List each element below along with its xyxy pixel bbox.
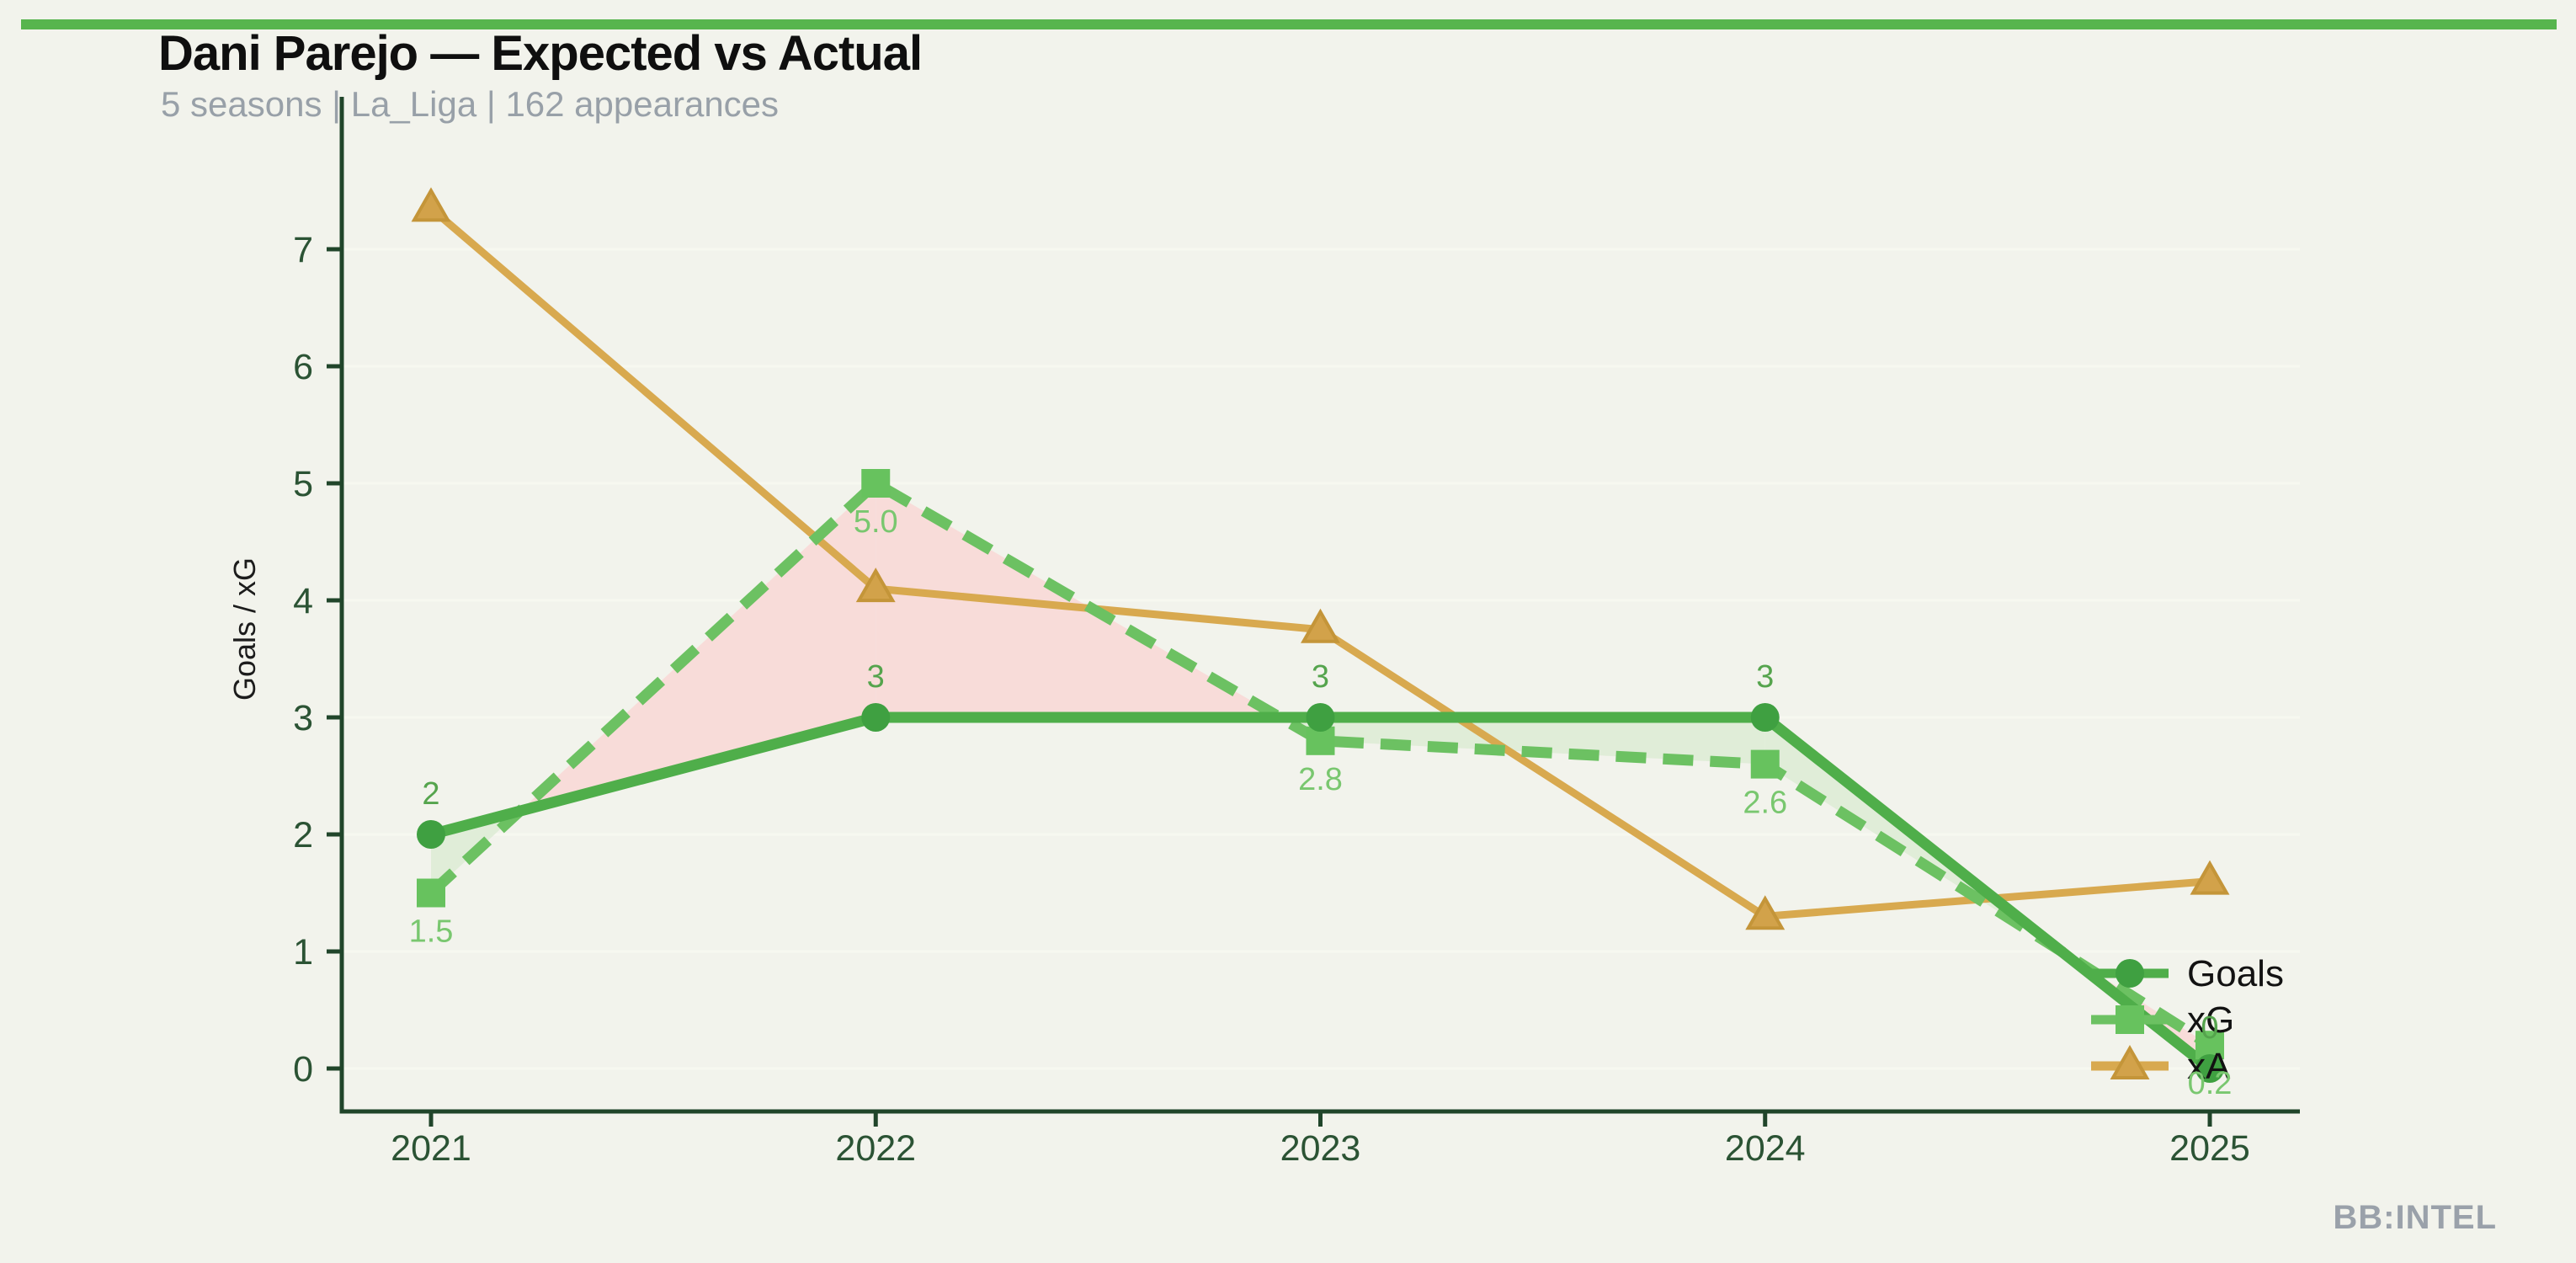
page-subtitle: 5 seasons | La_Liga | 162 appearances xyxy=(161,84,780,124)
legend-marker-goals xyxy=(2116,959,2144,988)
goals-marker xyxy=(1306,703,1335,732)
xa-marker xyxy=(1745,895,1786,930)
y-tick-label: 7 xyxy=(293,230,313,270)
x-tick-label: 2025 xyxy=(2169,1128,2250,1169)
xg-marker xyxy=(417,878,445,908)
legend-label-goals: Goals xyxy=(2187,953,2284,994)
x-tick-label: 2024 xyxy=(1725,1128,1806,1169)
y-tick-label: 2 xyxy=(293,815,313,855)
xg-marker xyxy=(861,469,891,498)
xg-value-label: 2.8 xyxy=(1298,762,1343,797)
top-accent-bar xyxy=(21,19,2557,29)
goals-value-label: 2 xyxy=(422,776,439,812)
xg-line xyxy=(427,477,2213,1050)
y-tick-label: 1 xyxy=(293,932,313,973)
goals-marker xyxy=(861,703,891,732)
xg-value-label: 0.2 xyxy=(2188,1066,2233,1101)
goals-marker xyxy=(2195,1054,2224,1083)
goals-marker xyxy=(1750,703,1780,732)
goals-value-label: 0 xyxy=(2201,1010,2218,1046)
y-tick-label: 4 xyxy=(293,581,313,621)
xg-value-label: 1.5 xyxy=(409,914,454,950)
page-title: Dani Parejo — Expected vs Actual xyxy=(158,26,923,81)
legend-label-xg: xG xyxy=(2187,999,2234,1041)
xg-value-label: 2.6 xyxy=(1743,786,1787,821)
legend-marker-xg xyxy=(2116,1005,2144,1034)
goals-value-label: 3 xyxy=(867,659,885,695)
x-tick-label: 2023 xyxy=(1280,1128,1361,1169)
y-tick-label: 6 xyxy=(293,347,313,387)
x-tick-label: 2021 xyxy=(391,1128,471,1169)
axis-frame xyxy=(339,97,2300,1114)
xa-marker xyxy=(2190,860,2230,895)
xa-marker xyxy=(411,187,451,222)
xa-marker xyxy=(1301,608,1340,643)
watermark: BB:INTEL xyxy=(2333,1199,2497,1236)
xa-line xyxy=(428,205,2211,920)
legend-marker-xa xyxy=(2110,1044,2150,1079)
goals-marker xyxy=(417,820,445,849)
y-axis-title: Goals / xG xyxy=(227,557,262,701)
y-tick-label: 5 xyxy=(293,464,313,504)
legend-label-xa: xA xyxy=(2187,1046,2231,1087)
y-tick-label: 3 xyxy=(293,698,313,738)
goals-value-label: 3 xyxy=(1312,659,1329,695)
x-tick-label: 2022 xyxy=(835,1128,916,1169)
goals-value-label: 3 xyxy=(1756,659,1774,695)
xg-marker xyxy=(1750,749,1780,779)
y-tick-label: 0 xyxy=(293,1049,313,1090)
xa-marker xyxy=(855,568,896,603)
xg-value-label: 5.0 xyxy=(854,504,898,540)
fill-goals-above-xg xyxy=(1320,717,1765,765)
